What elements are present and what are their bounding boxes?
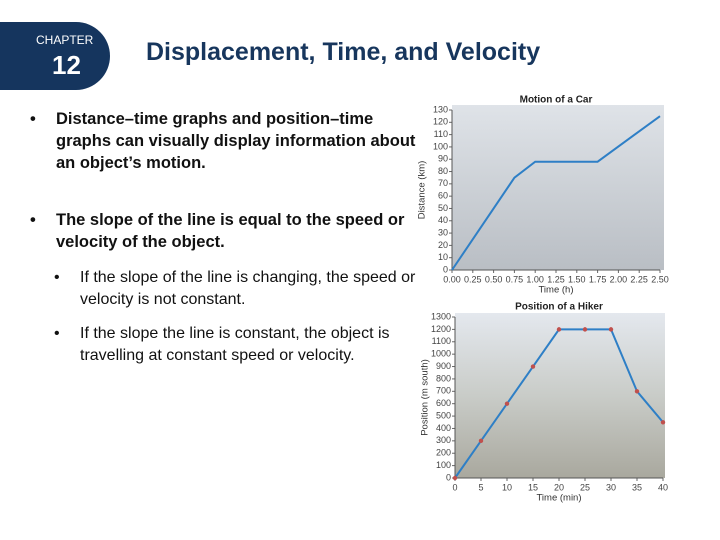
data-point bbox=[634, 389, 640, 394]
data-point bbox=[452, 475, 458, 481]
y-tick-label: 60 bbox=[438, 191, 448, 201]
y-tick-label: 500 bbox=[436, 410, 451, 420]
data-point bbox=[660, 420, 666, 425]
y-tick-label: 130 bbox=[433, 104, 448, 114]
y-tick-label: 1200 bbox=[431, 324, 451, 334]
y-tick-label: 20 bbox=[438, 240, 448, 250]
data-point bbox=[582, 327, 588, 332]
sub-bullet: If the slope of the line is changing, th… bbox=[54, 267, 420, 311]
x-tick-label: 15 bbox=[528, 482, 538, 492]
data-point bbox=[504, 401, 510, 406]
x-tick-label: 1.75 bbox=[589, 274, 607, 284]
x-axis-label: Time (h) bbox=[538, 285, 573, 296]
y-axis-label: Distance (km) bbox=[417, 161, 428, 220]
x-tick-label: 2.25 bbox=[630, 274, 648, 284]
x-tick-label: 0.00 bbox=[443, 274, 461, 284]
y-tick-label: 900 bbox=[436, 361, 451, 371]
y-tick-label: 100 bbox=[436, 460, 451, 470]
slide-title: Displacement, Time, and Velocity bbox=[146, 38, 541, 66]
bullet: The slope of the line is equal to the sp… bbox=[30, 209, 416, 253]
y-tick-label: 80 bbox=[438, 166, 448, 176]
chapter-badge: CHAPTER 12 bbox=[0, 22, 110, 90]
chart-title: Motion of a Car bbox=[520, 95, 593, 106]
data-point bbox=[556, 327, 562, 332]
data-point bbox=[478, 438, 484, 444]
y-tick-label: 30 bbox=[438, 227, 448, 237]
y-tick-label: 0 bbox=[446, 472, 451, 482]
y-tick-label: 300 bbox=[436, 435, 451, 445]
y-tick-label: 120 bbox=[433, 117, 448, 127]
data-point bbox=[608, 327, 614, 332]
x-tick-label: 35 bbox=[632, 482, 642, 492]
y-tick-label: 90 bbox=[438, 154, 448, 164]
bullet: Distance–time graphs and position–time g… bbox=[30, 108, 416, 174]
x-tick-label: 0.25 bbox=[464, 274, 482, 284]
y-tick-label: 1100 bbox=[432, 336, 451, 346]
y-tick-label: 200 bbox=[436, 448, 451, 458]
x-tick-label: 10 bbox=[502, 482, 512, 492]
x-tick-label: 30 bbox=[606, 482, 616, 492]
y-tick-label: 40 bbox=[438, 215, 448, 225]
y-tick-label: 700 bbox=[436, 386, 451, 396]
x-tick-label: 5 bbox=[478, 482, 483, 492]
y-tick-label: 110 bbox=[434, 129, 448, 139]
x-axis-label: Time (min) bbox=[536, 493, 581, 504]
y-tick-label: 800 bbox=[436, 373, 451, 383]
y-tick-label: 10 bbox=[438, 252, 448, 262]
y-tick-label: 400 bbox=[436, 423, 451, 433]
x-tick-label: 25 bbox=[580, 482, 590, 492]
y-tick-label: 600 bbox=[436, 398, 451, 408]
chart-title: Position of a Hiker bbox=[515, 302, 603, 313]
chart-background bbox=[452, 105, 664, 270]
data-line bbox=[451, 115, 661, 271]
chart-background bbox=[455, 313, 665, 478]
x-tick-label: 2.50 bbox=[651, 274, 669, 284]
sub-bullet: If the slope the line is constant, the o… bbox=[54, 323, 420, 367]
x-tick-label: 1.50 bbox=[568, 274, 586, 284]
x-tick-label: 20 bbox=[554, 482, 564, 492]
data-point bbox=[530, 364, 536, 369]
x-tick-label: 1.25 bbox=[547, 274, 565, 284]
x-tick-label: 40 bbox=[658, 482, 668, 492]
y-tick-label: 0 bbox=[443, 264, 448, 274]
x-tick-label: 0.50 bbox=[485, 274, 503, 284]
y-tick-label: 50 bbox=[438, 203, 448, 213]
chapter-label: CHAPTER bbox=[36, 33, 94, 47]
y-tick-label: 100 bbox=[433, 141, 448, 151]
x-tick-label: 1.00 bbox=[526, 274, 544, 284]
y-tick-label: 1000 bbox=[431, 349, 451, 359]
x-tick-label: 0.75 bbox=[506, 274, 524, 284]
y-tick-label: 70 bbox=[438, 178, 448, 188]
x-tick-label: 2.00 bbox=[610, 274, 628, 284]
chapter-number: 12 bbox=[52, 50, 81, 80]
x-tick-label: 0 bbox=[452, 482, 457, 492]
y-axis-label: Position (m south) bbox=[420, 359, 431, 436]
y-tick-label: 1300 bbox=[431, 311, 451, 321]
